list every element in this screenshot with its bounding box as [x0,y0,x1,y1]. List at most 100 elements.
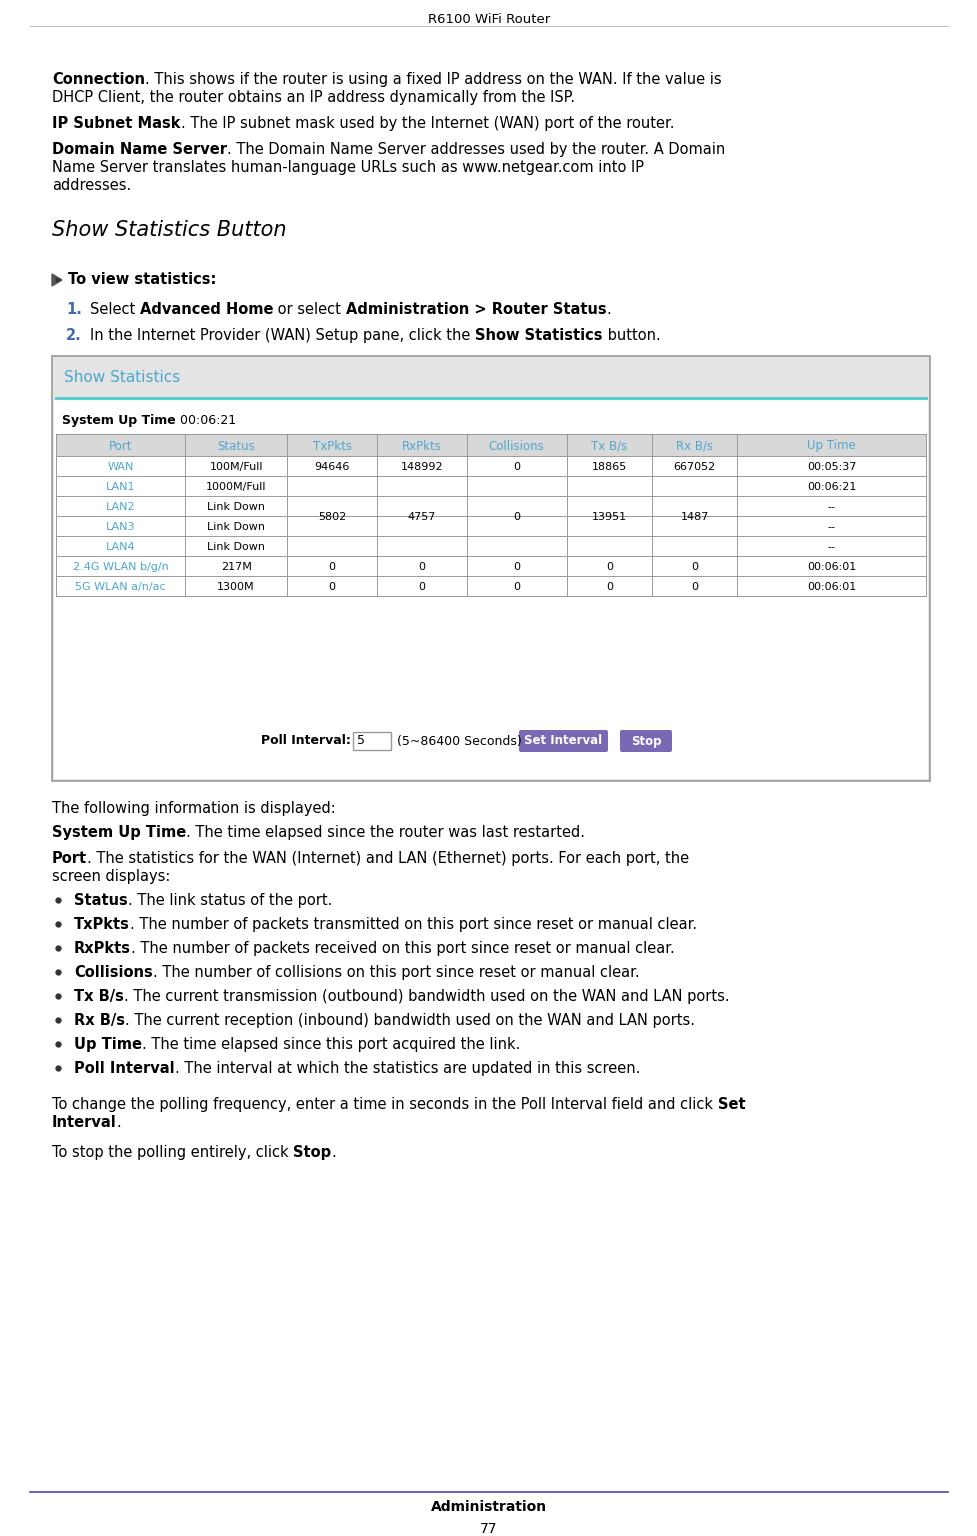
Text: 1.: 1. [65,303,82,316]
Text: DHCP Client, the router obtains an IP address dynamically from the ISP.: DHCP Client, the router obtains an IP ad… [52,91,574,104]
Text: Set: Set [717,1097,744,1112]
Text: or select: or select [274,303,346,316]
Bar [52,356,929,780]
Text: LAN3: LAN3 [106,522,135,531]
Text: Rx B/s: Rx B/s [74,1014,125,1028]
Text: Show Statistics Button: Show Statistics Button [52,220,286,240]
Text: 00:06:01: 00:06:01 [806,562,855,571]
Text: To stop the polling entirely, click: To stop the polling entirely, click [52,1144,293,1160]
Text: 00:06:21: 00:06:21 [806,482,856,492]
Text: button.: button. [602,329,659,343]
Text: Status: Status [74,892,128,908]
Text: 1487: 1487 [680,511,708,522]
Text: RxPkts: RxPkts [74,942,131,955]
Text: 0: 0 [605,582,613,591]
Text: LAN4: LAN4 [106,542,135,551]
Text: R6100 WiFi Router: R6100 WiFi Router [428,12,549,26]
Text: --: -- [827,502,834,511]
Bar [54,399,927,779]
Text: 00:06:21: 00:06:21 [176,415,235,427]
Text: Port: Port [52,851,87,866]
Text: 18865: 18865 [591,462,626,472]
Text: To change the polling frequency, enter a time in seconds in the Poll Interval fi: To change the polling frequency, enter a… [52,1097,717,1112]
Text: (5~86400 Seconds): (5~86400 Seconds) [397,734,521,748]
Text: . The current transmission (outbound) bandwidth used on the WAN and LAN ports.: . The current transmission (outbound) ba… [124,989,729,1005]
Text: Poll Interval:: Poll Interval: [261,734,351,748]
Text: Show Statistics: Show Statistics [475,329,602,343]
Text: 5: 5 [357,734,364,748]
Text: Link Down: Link Down [207,542,265,551]
Text: System Up Time: System Up Time [62,415,176,427]
Text: 0: 0 [328,582,335,591]
Text: 1000M/Full: 1000M/Full [205,482,266,492]
Text: To view statistics:: To view statistics: [68,272,216,287]
Text: Up Time: Up Time [74,1037,142,1052]
Text: Name Server translates human-language URLs such as www.netgear.com into IP: Name Server translates human-language UR… [52,160,643,175]
Text: Set Interval: Set Interval [524,734,602,748]
Bar [56,576,925,596]
Bar [56,435,925,456]
Text: 0: 0 [418,562,425,571]
Text: Rx B/s: Rx B/s [675,439,712,453]
Text: The following information is displayed:: The following information is displayed: [52,800,335,816]
Text: 0: 0 [605,562,613,571]
Text: 0: 0 [513,511,520,522]
Text: . The time elapsed since this port acquired the link.: . The time elapsed since this port acqui… [142,1037,520,1052]
Text: Stop: Stop [630,734,660,748]
Text: 217M: 217M [221,562,251,571]
Text: LAN1: LAN1 [106,482,135,492]
Text: 1300M: 1300M [217,582,255,591]
FancyBboxPatch shape [619,730,671,753]
Text: 0: 0 [328,562,335,571]
Text: . This shows if the router is using a fixed IP address on the WAN. If the value : . This shows if the router is using a fi… [145,72,721,88]
Text: . The number of collisions on this port since reset or manual clear.: . The number of collisions on this port … [152,965,639,980]
Bar [56,556,925,576]
Text: Domain Name Server: Domain Name Server [52,141,227,157]
Text: screen displays:: screen displays: [52,869,170,885]
Text: Port: Port [108,439,132,453]
Text: 77: 77 [480,1522,497,1536]
Text: Link Down: Link Down [207,522,265,531]
Text: --: -- [827,522,834,531]
Text: Poll Interval: Poll Interval [74,1061,175,1077]
Text: RxPkts: RxPkts [402,439,442,453]
Text: IP Subnet Mask: IP Subnet Mask [52,117,181,131]
Text: WAN: WAN [107,462,134,472]
Text: . The IP subnet mask used by the Internet (WAN) port of the router.: . The IP subnet mask used by the Interne… [181,117,673,131]
Text: Status: Status [217,439,255,453]
Text: . The current reception (inbound) bandwidth used on the WAN and LAN ports.: . The current reception (inbound) bandwi… [125,1014,695,1028]
Text: 0: 0 [513,582,520,591]
Bar [56,496,925,516]
Text: . The Domain Name Server addresses used by the router. A Domain: . The Domain Name Server addresses used … [227,141,725,157]
Text: 0: 0 [418,582,425,591]
Text: 5G WLAN a/n/ac: 5G WLAN a/n/ac [75,582,165,591]
Text: Up Time: Up Time [806,439,855,453]
Text: Link Down: Link Down [207,502,265,511]
Text: 13951: 13951 [591,511,626,522]
Text: . The number of packets received on this port since reset or manual clear.: . The number of packets received on this… [131,942,674,955]
Text: 4757: 4757 [407,511,436,522]
Text: Administration > Router Status: Administration > Router Status [346,303,606,316]
Text: . The statistics for the WAN (Internet) and LAN (Ethernet) ports. For each port,: . The statistics for the WAN (Internet) … [87,851,689,866]
Text: Collisions: Collisions [488,439,544,453]
Text: . The time elapsed since the router was last restarted.: . The time elapsed since the router was … [186,825,584,840]
Text: Advanced Home: Advanced Home [140,303,274,316]
Text: 2.: 2. [65,329,82,343]
Text: LAN2: LAN2 [106,502,135,511]
Text: 00:06:01: 00:06:01 [806,582,855,591]
Text: Show Statistics: Show Statistics [64,370,180,386]
Text: 0: 0 [513,562,520,571]
Text: 00:05:37: 00:05:37 [806,462,856,472]
Text: 667052: 667052 [673,462,715,472]
Text: 148992: 148992 [401,462,443,472]
Text: 94646: 94646 [315,462,350,472]
Text: Select: Select [90,303,140,316]
Text: .: . [331,1144,336,1160]
Text: .: . [116,1115,121,1130]
Text: System Up Time: System Up Time [52,825,186,840]
Bar [56,536,925,556]
Text: --: -- [827,542,834,551]
Text: Tx B/s: Tx B/s [74,989,124,1005]
Text: 0: 0 [691,562,698,571]
Text: 0: 0 [691,582,698,591]
